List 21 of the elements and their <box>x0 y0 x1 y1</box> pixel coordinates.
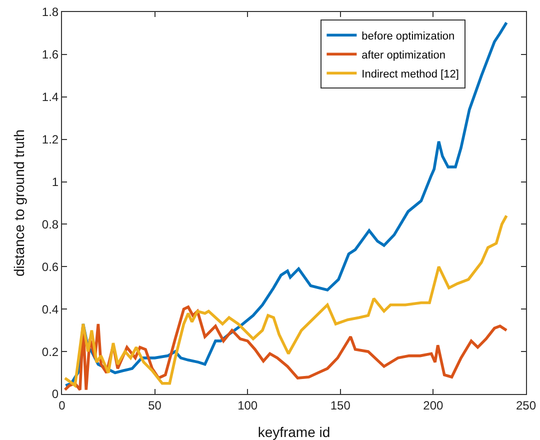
legend-label: after optimization <box>362 49 446 62</box>
y-tick-label: 0.4 <box>42 302 59 316</box>
y-tick-label: 0 <box>52 387 59 402</box>
y-tick-label: 1.2 <box>42 132 59 147</box>
x-tick-label: 200 <box>423 398 444 412</box>
y-tick-label: 0.6 <box>42 260 59 274</box>
y-tick-label: 0.8 <box>42 217 59 232</box>
line-series <box>64 214 508 387</box>
x-axis-title: keyframe id <box>258 424 330 440</box>
y-tick-label: 1 <box>52 174 59 189</box>
y-tick-label: 1.8 <box>42 5 59 20</box>
legend-label: before optimization <box>362 30 455 42</box>
x-tick-label: 50 <box>148 398 162 412</box>
x-tick-label: 100 <box>238 398 258 412</box>
y-tick-label: 1.4 <box>42 90 59 104</box>
x-tick-label: 250 <box>516 398 536 412</box>
y-axis-title: distance to ground truth <box>11 129 27 277</box>
y-tick-label: 1.6 <box>42 48 59 62</box>
legend-label: Indirect method [12] <box>362 68 459 80</box>
y-tick-label: 0.2 <box>42 344 59 359</box>
x-tick-label: 150 <box>330 398 351 412</box>
